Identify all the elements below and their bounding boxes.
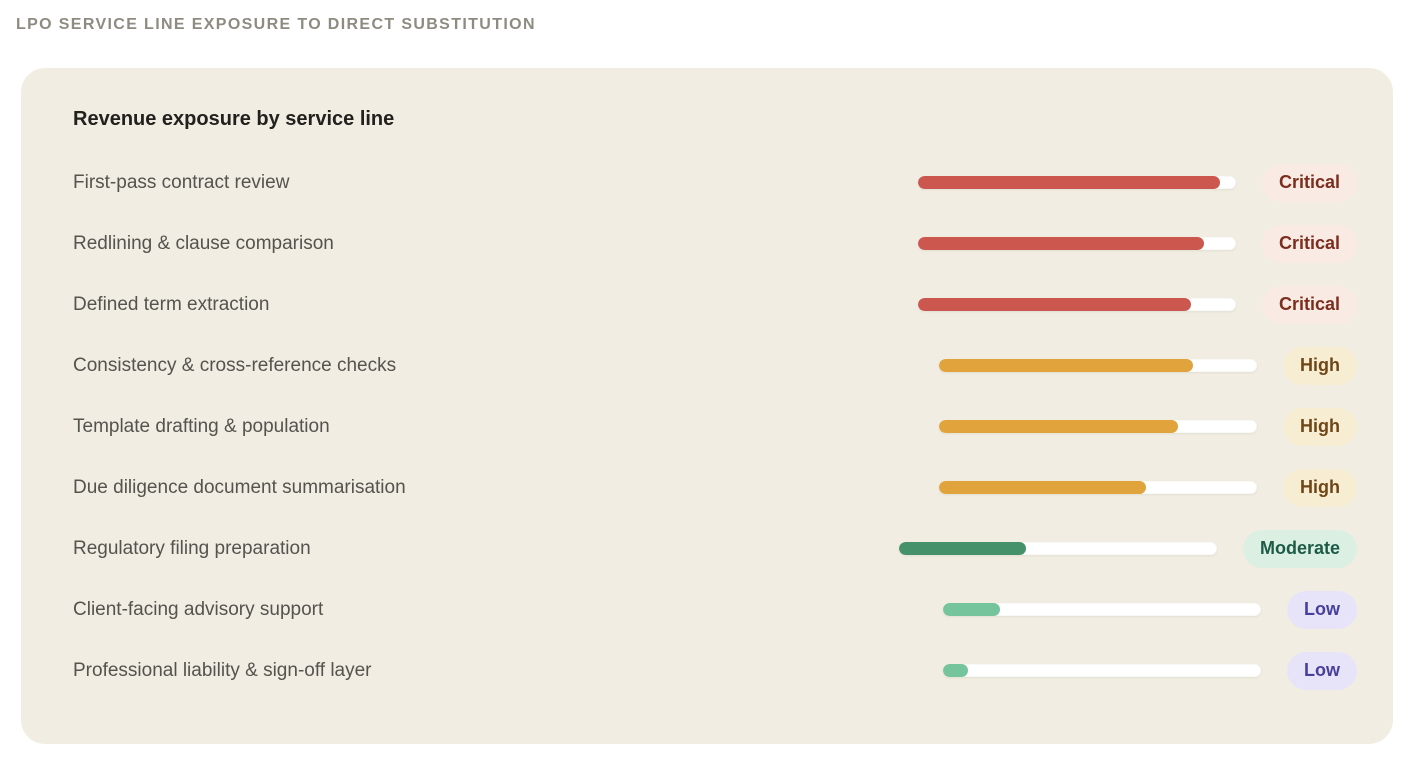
bar-fill: [939, 359, 1194, 372]
bar-fill: [943, 603, 1001, 616]
section-header: LPO SERVICE LINE EXPOSURE TO DIRECT SUBS…: [16, 16, 536, 33]
bar-fill: [917, 176, 1221, 189]
bar-fill: [939, 420, 1178, 433]
row-label: First-pass contract review: [73, 171, 290, 193]
exposure-bar-track: [939, 359, 1257, 372]
row-label: Template drafting & population: [73, 415, 330, 437]
severity-badge: Critical: [1261, 163, 1357, 202]
severity-badge: Critical: [1261, 285, 1357, 324]
severity-badge: High: [1283, 407, 1357, 446]
exposure-rows: First-pass contract review Critical Redl…: [52, 152, 1357, 701]
severity-badge: Moderate: [1242, 529, 1357, 568]
row-label: Regulatory filing preparation: [73, 537, 311, 559]
severity-badge: Low: [1287, 590, 1357, 629]
row-label: Redlining & clause comparison: [73, 232, 334, 254]
service-line-row: First-pass contract review Critical: [52, 152, 1357, 213]
bar-fill: [917, 298, 1192, 311]
row-label: Professional liability & sign-off layer: [73, 659, 372, 681]
bar-fill: [898, 542, 1027, 555]
exposure-bar-track: [917, 176, 1236, 189]
exposure-bar-track: [943, 603, 1261, 616]
row-label: Due diligence document summarisation: [73, 476, 406, 498]
exposure-card: Revenue exposure by service line First-p…: [21, 68, 1393, 744]
service-line-row: Client-facing advisory support Low: [52, 579, 1357, 640]
service-line-row: Template drafting & population High: [52, 396, 1357, 457]
severity-badge: Critical: [1261, 224, 1357, 263]
row-label: Defined term extraction: [73, 293, 270, 315]
exposure-bar-track: [939, 481, 1257, 494]
exposure-bar-track: [898, 542, 1217, 555]
service-line-row: Consistency & cross-reference checks Hig…: [52, 335, 1357, 396]
service-line-row: Due diligence document summarisation Hig…: [52, 457, 1357, 518]
bar-fill: [917, 237, 1205, 250]
severity-badge: High: [1283, 468, 1357, 507]
service-line-row: Defined term extraction Critical: [52, 274, 1357, 335]
row-label: Consistency & cross-reference checks: [73, 354, 397, 376]
row-label: Client-facing advisory support: [73, 598, 324, 620]
service-line-row: Regulatory filing preparation Moderate: [52, 518, 1357, 579]
severity-badge: Low: [1287, 651, 1357, 690]
service-line-row: Professional liability & sign-off layer …: [52, 640, 1357, 701]
service-line-row: Redlining & clause comparison Critical: [52, 213, 1357, 274]
exposure-bar-track: [939, 420, 1257, 433]
bar-fill: [939, 481, 1146, 494]
severity-badge: High: [1283, 346, 1357, 385]
exposure-bar-track: [917, 237, 1236, 250]
bar-fill: [943, 664, 969, 677]
card-title: Revenue exposure by service line: [73, 108, 395, 130]
exposure-bar-track: [943, 664, 1261, 677]
exposure-bar-track: [917, 298, 1236, 311]
